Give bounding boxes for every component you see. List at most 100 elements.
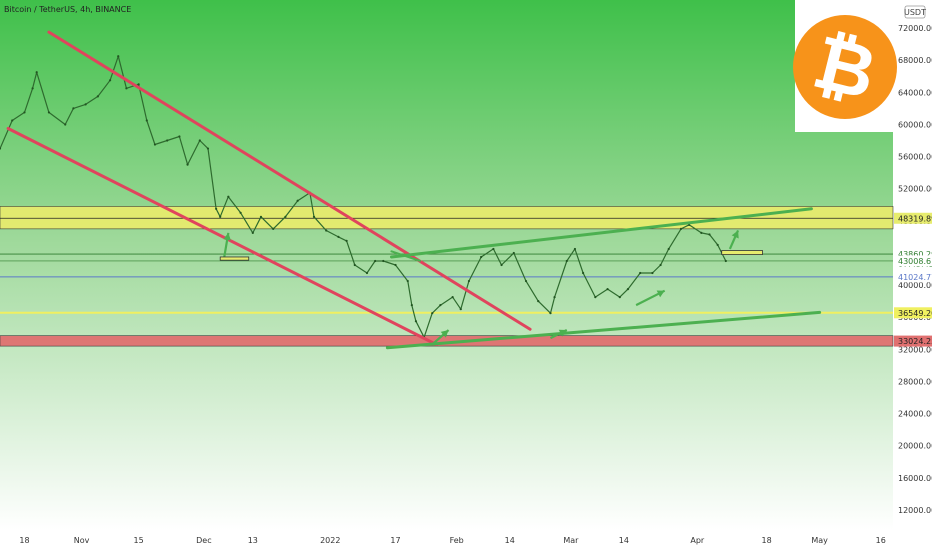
time-tick-label: Dec — [196, 536, 211, 545]
price-point — [198, 139, 201, 142]
price-tick-label: 28000.00 — [898, 377, 932, 386]
price-point — [0, 147, 2, 150]
price-point — [272, 227, 275, 230]
price-point — [512, 251, 515, 255]
price-point — [178, 135, 181, 138]
arrow-up-icon — [440, 330, 449, 338]
time-tick-label: Feb — [450, 536, 464, 545]
price-point — [467, 279, 471, 283]
price-point — [700, 231, 703, 234]
time-tick-label: Mar — [563, 536, 579, 545]
price-point — [716, 243, 719, 247]
price-point — [365, 271, 369, 275]
price-badge-label: 43860.29 — [898, 250, 932, 259]
price-point — [594, 296, 597, 299]
price-badge-label: 48319.89 — [898, 214, 932, 223]
price-point — [325, 229, 328, 232]
lower-green-line[interactable] — [385, 310, 822, 350]
time-tick-label: Apr — [690, 536, 705, 545]
price-point — [549, 312, 552, 315]
time-tick-label: 17 — [390, 536, 400, 545]
price-point — [259, 215, 263, 218]
price-point — [108, 79, 112, 82]
price-tick-label: 16000.00 — [898, 474, 932, 483]
price-point — [651, 271, 654, 275]
green-guide-line[interactable] — [390, 250, 421, 262]
price-point — [84, 103, 87, 106]
price-tick-label: 20000.00 — [898, 442, 932, 451]
price-point — [537, 300, 540, 303]
price-badge — [894, 255, 932, 267]
price-point — [227, 195, 230, 198]
price-point — [679, 227, 683, 230]
price-point — [659, 263, 662, 267]
price-tick-label: 52000.00 — [898, 185, 932, 194]
price-point — [500, 263, 503, 267]
price-badge-label: 43008.61 — [898, 257, 932, 266]
price-point — [431, 312, 434, 315]
price-point — [11, 119, 14, 122]
price-point — [573, 247, 577, 251]
price-point — [353, 263, 356, 267]
price-point — [451, 296, 454, 299]
price-tick-label: 40000.00 — [898, 281, 932, 290]
currency-badge[interactable]: USDT — [904, 5, 926, 19]
currency-label: USDT — [904, 8, 926, 17]
price-point — [374, 259, 377, 263]
price-tick-label: 72000.00 — [898, 24, 932, 33]
price-point — [219, 215, 222, 218]
price-badge-label: 41024.77 — [898, 273, 932, 282]
apr-marker[interactable] — [721, 250, 763, 255]
price-point — [96, 95, 99, 98]
price-point — [582, 271, 585, 275]
time-tick-label: 18 — [761, 536, 771, 545]
price-point — [480, 255, 483, 259]
time-tick-label: May — [811, 536, 828, 545]
upper-green-line[interactable] — [389, 207, 813, 259]
time-tick-label: 13 — [248, 536, 258, 545]
price-point — [125, 87, 128, 90]
price-tick-label: 32000.00 — [898, 345, 932, 354]
time-axis-background — [0, 530, 932, 550]
price-point — [47, 111, 51, 114]
price-point — [251, 231, 254, 234]
price-point — [296, 199, 299, 202]
time-tick-label: 16 — [876, 536, 886, 545]
price-point — [667, 247, 670, 251]
bitcoin-logo: ₿ — [793, 0, 897, 132]
price-series-line — [0, 55, 727, 338]
price-badge — [894, 335, 932, 347]
price-badge-label: 36549.20 — [898, 309, 932, 318]
price-point — [606, 287, 609, 291]
price-point — [553, 296, 556, 299]
time-tick-label: 15 — [134, 536, 144, 545]
resistance-zone — [0, 206, 894, 230]
time-tick-label: 14 — [505, 536, 515, 545]
price-point — [64, 123, 67, 126]
price-point — [312, 215, 316, 218]
price-point — [724, 259, 727, 263]
price-point — [137, 83, 140, 86]
price-point — [414, 320, 418, 323]
price-point — [239, 211, 242, 214]
price-point — [145, 119, 148, 122]
price-badge — [894, 271, 932, 283]
price-point — [524, 279, 528, 283]
lower-red-line[interactable] — [6, 126, 438, 346]
price-tick-label: 60000.00 — [898, 120, 932, 129]
price-point — [382, 259, 385, 263]
price-tick-label: 24000.00 — [898, 410, 932, 419]
price-badge — [894, 248, 932, 260]
price-badge — [894, 307, 932, 319]
price-tick-label: 56000.00 — [898, 153, 932, 162]
time-tick-label: 18 — [19, 536, 29, 545]
price-badge-label: 33024.25 — [898, 337, 932, 346]
time-tick-label: Nov — [74, 536, 90, 545]
upper-red-line[interactable] — [47, 30, 532, 331]
price-point — [215, 207, 218, 210]
time-tick-label: 14 — [619, 536, 629, 545]
price-point — [345, 239, 348, 243]
dec-marker[interactable] — [219, 256, 250, 261]
price-point — [166, 139, 169, 142]
